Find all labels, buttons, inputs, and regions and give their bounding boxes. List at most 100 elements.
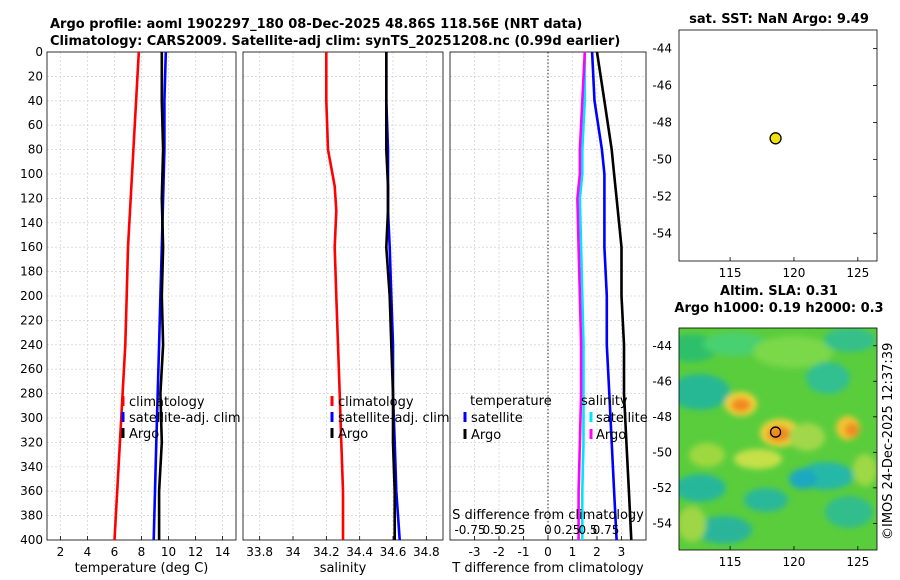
title-line-1: Argo profile: aoml 1902297_180 08-Dec-20… [50,17,582,32]
sla-anomaly [824,328,876,352]
series-line-magenta [576,51,587,540]
y-tick-label: 280 [20,387,43,401]
top-tick-label: -0.75 [454,523,485,537]
series-line-red [324,52,345,540]
x-tick-label: 14 [215,545,230,559]
temperature-plot: 2 4 6 8 10 12 14020406080100120140160180200220… [20,45,241,576]
x-tick-label: -3 [469,545,481,559]
sla-anomaly [789,469,817,489]
sla-anomaly [744,488,788,512]
copyright-stamp: ©IMOS 24-Dec-2025 12:37:39 [881,343,896,540]
map-y-tick-label: -48 [652,410,672,424]
sla-anomaly [696,516,752,544]
map-x-tick-label: 115 [719,555,742,569]
legend-title-temperature: temperature [470,394,552,409]
map-y-tick-label: -54 [652,516,672,530]
map-y-tick-label: -52 [652,189,672,203]
x-tick-label: -1 [518,545,530,559]
y-tick-label: 260 [20,362,43,376]
top-tick-label: 0.5 [482,523,501,537]
top-tick-label: 0.25 [499,523,526,537]
legend-entry: Argo [596,428,626,443]
sla-anomaly [679,506,706,542]
map-x-tick-label: 120 [783,266,806,280]
series-line-cyan [578,52,587,540]
series-line-blue [152,51,168,541]
y-tick-label: 160 [20,240,43,254]
y-tick-label: 80 [28,143,43,157]
legend-entry: satellite-adj. clim [338,411,450,426]
y-tick-label: 0 [35,45,43,59]
map-y-tick-label: -50 [652,445,672,459]
map-x-tick-label: 125 [846,555,869,569]
map-y-tick-label: -44 [652,41,672,55]
sst-map-title: sat. SST: NaN Argo: 9.49 [689,12,869,27]
sla-anomaly [679,474,726,502]
x-tick-label: 34.8 [413,545,440,559]
y-tick-label: 140 [20,216,43,230]
top-tick-label: 0.25 [554,523,581,537]
y-tick-label: 20 [28,69,43,83]
sla-anomaly [689,443,725,467]
map-y-tick-label: -52 [652,481,672,495]
sla-anomaly [789,423,825,451]
y-tick-label: 220 [20,313,43,327]
x-tick-label: 34.2 [313,545,340,559]
sla-anomaly [703,332,767,356]
map-x-tick-label: 120 [783,555,806,569]
top-axis-label: S difference from climatology [452,508,644,523]
x-axis-label: temperature (deg C) [75,561,209,576]
y-tick-label: 180 [20,265,43,279]
y-tick-label: 400 [20,533,43,547]
x-tick-label: 2 [57,545,65,559]
map-y-tick-label: -44 [652,339,672,353]
legend-entry: satellite [471,411,523,426]
series-line-red [113,51,141,541]
x-tick-label: 34.4 [346,545,373,559]
map-x-tick-label: 115 [719,266,742,280]
x-tick-label: 33.8 [246,545,273,559]
argo-position-marker [769,132,782,145]
legend-title-salinity: salinity [581,394,628,409]
x-axis-label: salinity [320,561,367,576]
x-tick-label: 34.6 [380,545,407,559]
series-line-black [157,52,165,540]
map-x-tick-label: 125 [846,266,869,280]
map-axes-box [678,29,878,262]
x-tick-label: 8 [138,545,146,559]
y-tick-label: 340 [20,460,43,474]
legend-entry: Argo [338,427,368,442]
top-tick-label: 0 [544,523,552,537]
sla-anomaly [679,374,730,410]
x-tick-label: 12 [188,545,203,559]
sla-anomaly [731,398,751,412]
legend-entry: Argo [471,428,501,443]
x-axis-label: T difference from climatology [451,561,644,576]
series-line-blue [590,51,618,541]
map-y-tick-label: -46 [652,374,672,388]
sla-anomaly [753,336,833,368]
sla-anomaly [734,449,782,469]
sla-anomaly [845,423,859,437]
x-tick-label: 0 [544,545,552,559]
y-tick-label: 120 [20,191,43,205]
salinity-plot: 33.8 34 34.2 34.4 34.6 34.8 salinity climatolog… [242,51,450,576]
x-tick-label: -2 [493,545,505,559]
x-tick-label: 1 [569,545,577,559]
map-y-tick-label: -50 [652,152,672,166]
sla-anomaly [853,454,877,486]
sla-field [679,328,877,544]
map-y-tick-label: -54 [652,226,672,240]
sla-map-title-2: Argo h1000: 0.19 h2000: 0.3 [674,301,883,316]
legend-entry: Argo [129,427,159,442]
y-tick-label: 200 [20,289,43,303]
y-tick-label: 320 [20,435,43,449]
sla-anomaly [825,496,873,528]
y-tick-label: 360 [20,484,43,498]
legend-entry: climatology [338,395,414,410]
legend-entry: climatology [129,395,205,410]
sst-map: -44 -46 -48 -50 -52 -54 115 120 125 [652,29,878,280]
y-tick-label: 100 [20,167,43,181]
legend-entry: satellite [596,411,648,426]
x-tick-label: 10 [161,545,176,559]
